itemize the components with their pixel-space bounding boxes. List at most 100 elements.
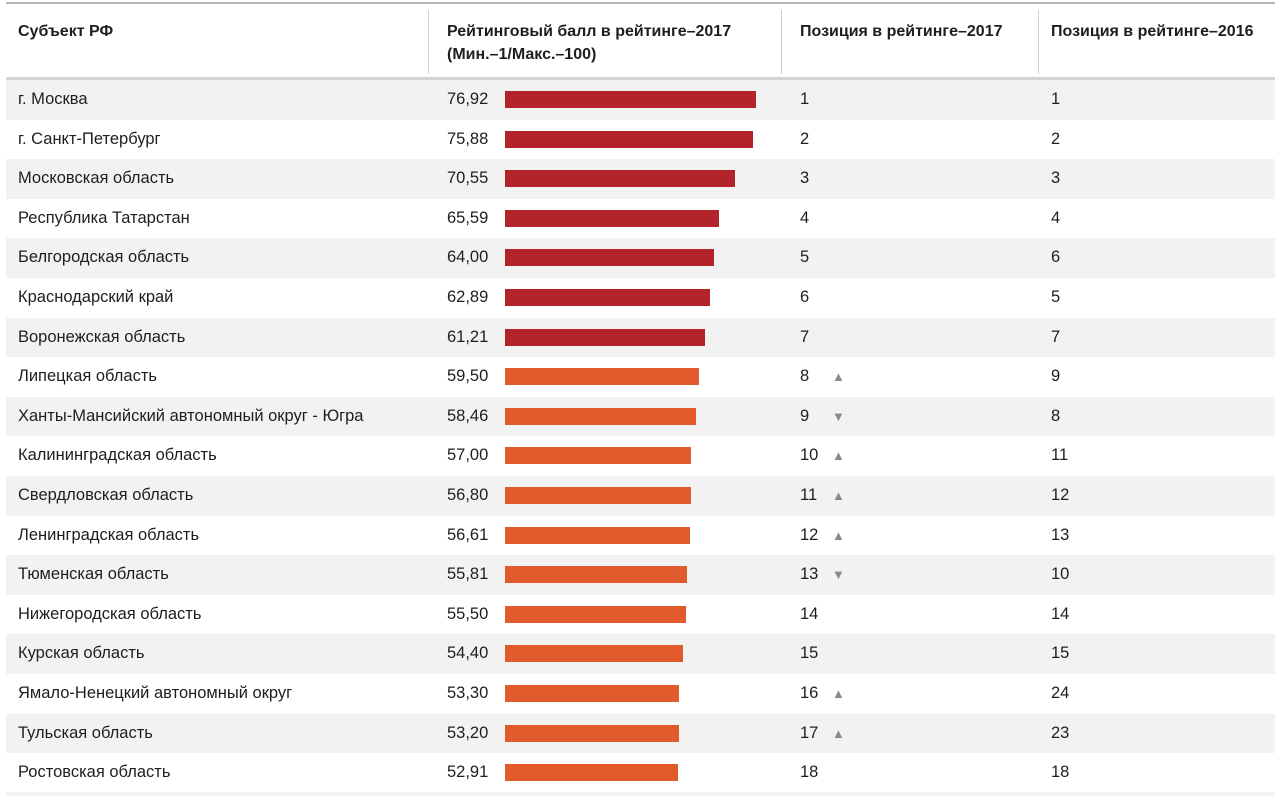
table-row: Калининградская область 57,00 10 ▲ 11: [6, 436, 1275, 476]
region-name: Ленинградская область: [18, 525, 200, 544]
score-label: 75,88: [447, 129, 489, 148]
position-2017: 13: [800, 565, 819, 584]
table-row: г. Москва 76,92 1 1: [6, 80, 1275, 120]
score-bar: [505, 486, 691, 504]
position-2017: 6: [800, 287, 810, 306]
header-divider: [1038, 10, 1039, 74]
score-bar: [505, 645, 683, 663]
header-score-line1: Рейтинговый балл в рейтинге–2017: [447, 23, 732, 40]
region-name: г. Санкт-Петербург: [18, 129, 161, 148]
position-2017: 4: [800, 208, 810, 227]
header-score: Рейтинговый балл в рейтинге–2017 (Мин.–1…: [447, 20, 731, 66]
position-2016: 2: [1051, 129, 1061, 148]
table-row: Ханты-Мансийский автономный округ - Югра…: [6, 396, 1275, 437]
table-row: Тульская область 53,20 17 ▲ 23: [6, 713, 1275, 754]
position-2016: 8: [1051, 406, 1061, 425]
region-name: Тульская область: [18, 723, 153, 742]
table-row: Курская область 54,40 15 15: [6, 634, 1275, 674]
triangle-up-icon: ▲: [832, 685, 845, 701]
region-name: Свердловская область: [18, 485, 194, 504]
region-name: Ростовская область: [18, 763, 171, 782]
position-2017: 8: [800, 367, 810, 386]
region-name: Республика Татарстан: [18, 208, 190, 227]
header-pos2017: Позиция в рейтинге–2017: [800, 23, 1003, 40]
score-bar: [505, 91, 757, 108]
score-bar: [505, 764, 678, 782]
position-2017: 5: [800, 248, 810, 267]
table-row: г. Санкт-Петербург 75,88 2 2: [6, 120, 1275, 160]
region-name: Калининградская область: [18, 446, 217, 465]
position-2016: 15: [1051, 644, 1070, 663]
table-header: Субъект РФ Рейтинговый балл в рейтинге–2…: [6, 4, 1275, 78]
region-name: Ямало-Ненецкий автономный округ: [18, 683, 293, 702]
position-2016: 23: [1051, 723, 1070, 742]
header-pos2016: Позиция в рейтинге–2016: [1051, 23, 1254, 40]
score-bar: [505, 605, 687, 623]
score-label: 62,89: [447, 287, 489, 306]
position-2016: 10: [1051, 565, 1070, 584]
score-bar: [505, 724, 679, 742]
position-2016: 13: [1051, 525, 1070, 544]
position-2017: 15: [800, 644, 819, 663]
score-label: 59,50: [447, 367, 489, 386]
triangle-up-icon: ▲: [832, 448, 845, 464]
table-row: Белгородская область 64,00 5 6: [6, 238, 1275, 278]
region-name: Липецкая область: [18, 367, 157, 386]
region-name: Краснодарский край: [18, 287, 174, 306]
position-2016: 18: [1051, 763, 1070, 782]
table-row: Нижегородская область 55,50 14 14: [6, 595, 1275, 635]
region-name: Белгородская область: [18, 248, 190, 267]
score-bar: [505, 407, 696, 425]
score-bar: [505, 684, 679, 702]
table-row: Ленинградская область 56,61 12 ▲ 13: [6, 516, 1275, 556]
score-bar: [505, 170, 736, 188]
top-rule: [6, 2, 1275, 4]
table-row: Краснодарский край 62,89 6 5: [6, 278, 1275, 318]
position-2016: 6: [1051, 248, 1061, 267]
score-bar: [505, 288, 711, 306]
position-2017: 3: [800, 169, 810, 188]
triangle-up-icon: ▲: [832, 527, 845, 543]
table-row: Ямало-Ненецкий автономный округ 53,30 16 ▲ 2…: [6, 674, 1275, 714]
position-2016: 5: [1051, 287, 1061, 306]
table-row: Тюменская область 55,81 13 ▼ 10: [6, 555, 1275, 595]
region-name: Московская область: [18, 169, 175, 188]
score-bar: [505, 368, 700, 386]
region-name: Курская область: [18, 644, 145, 663]
score-bar: [505, 526, 690, 544]
score-label: 53,20: [447, 723, 489, 742]
table-row: Ростовская область 52,91 18 18: [6, 753, 1275, 793]
triangle-up-icon: ▲: [832, 725, 845, 741]
region-name: Ханты-Мансийский автономный округ - Югра: [18, 406, 364, 425]
score-label: 57,00: [447, 446, 489, 465]
score-label: 65,59: [447, 208, 489, 227]
score-label: 76,92: [447, 90, 489, 108]
score-bar: [505, 328, 705, 346]
position-2017: 1: [800, 90, 810, 108]
table-row: Свердловская область 56,80 11 ▲ 12: [6, 475, 1275, 516]
table-bottom-strip: [6, 792, 1275, 796]
position-2016: 3: [1051, 169, 1061, 188]
table-body: г. Москва 76,92 1 1 г. Санкт-Петербург 75,88 2…: [6, 80, 1275, 793]
position-2017: 11: [800, 485, 818, 504]
position-2016: 4: [1051, 208, 1061, 227]
header-score-line2: (Мин.–1/Макс.–100): [447, 46, 597, 63]
position-2017: 7: [800, 327, 810, 346]
table-row: Воронежская область 61,21 7 7: [6, 317, 1275, 358]
region-name: Нижегородская область: [18, 604, 202, 623]
position-2016: 11: [1051, 446, 1069, 465]
score-bar: [505, 447, 692, 465]
position-2017: 18: [800, 763, 819, 782]
position-2017: 17: [800, 723, 819, 742]
score-bar: [505, 249, 714, 267]
score-label: 54,40: [447, 644, 489, 663]
region-name: Воронежская область: [18, 327, 186, 346]
header-divider: [428, 10, 429, 74]
position-2016: 12: [1051, 485, 1070, 504]
score-label: 52,91: [447, 763, 489, 782]
triangle-up-icon: ▲: [832, 369, 845, 385]
score-label: 53,30: [447, 683, 489, 702]
position-2017: 2: [800, 129, 810, 148]
score-bar: [505, 130, 753, 148]
header-divider: [781, 10, 782, 74]
